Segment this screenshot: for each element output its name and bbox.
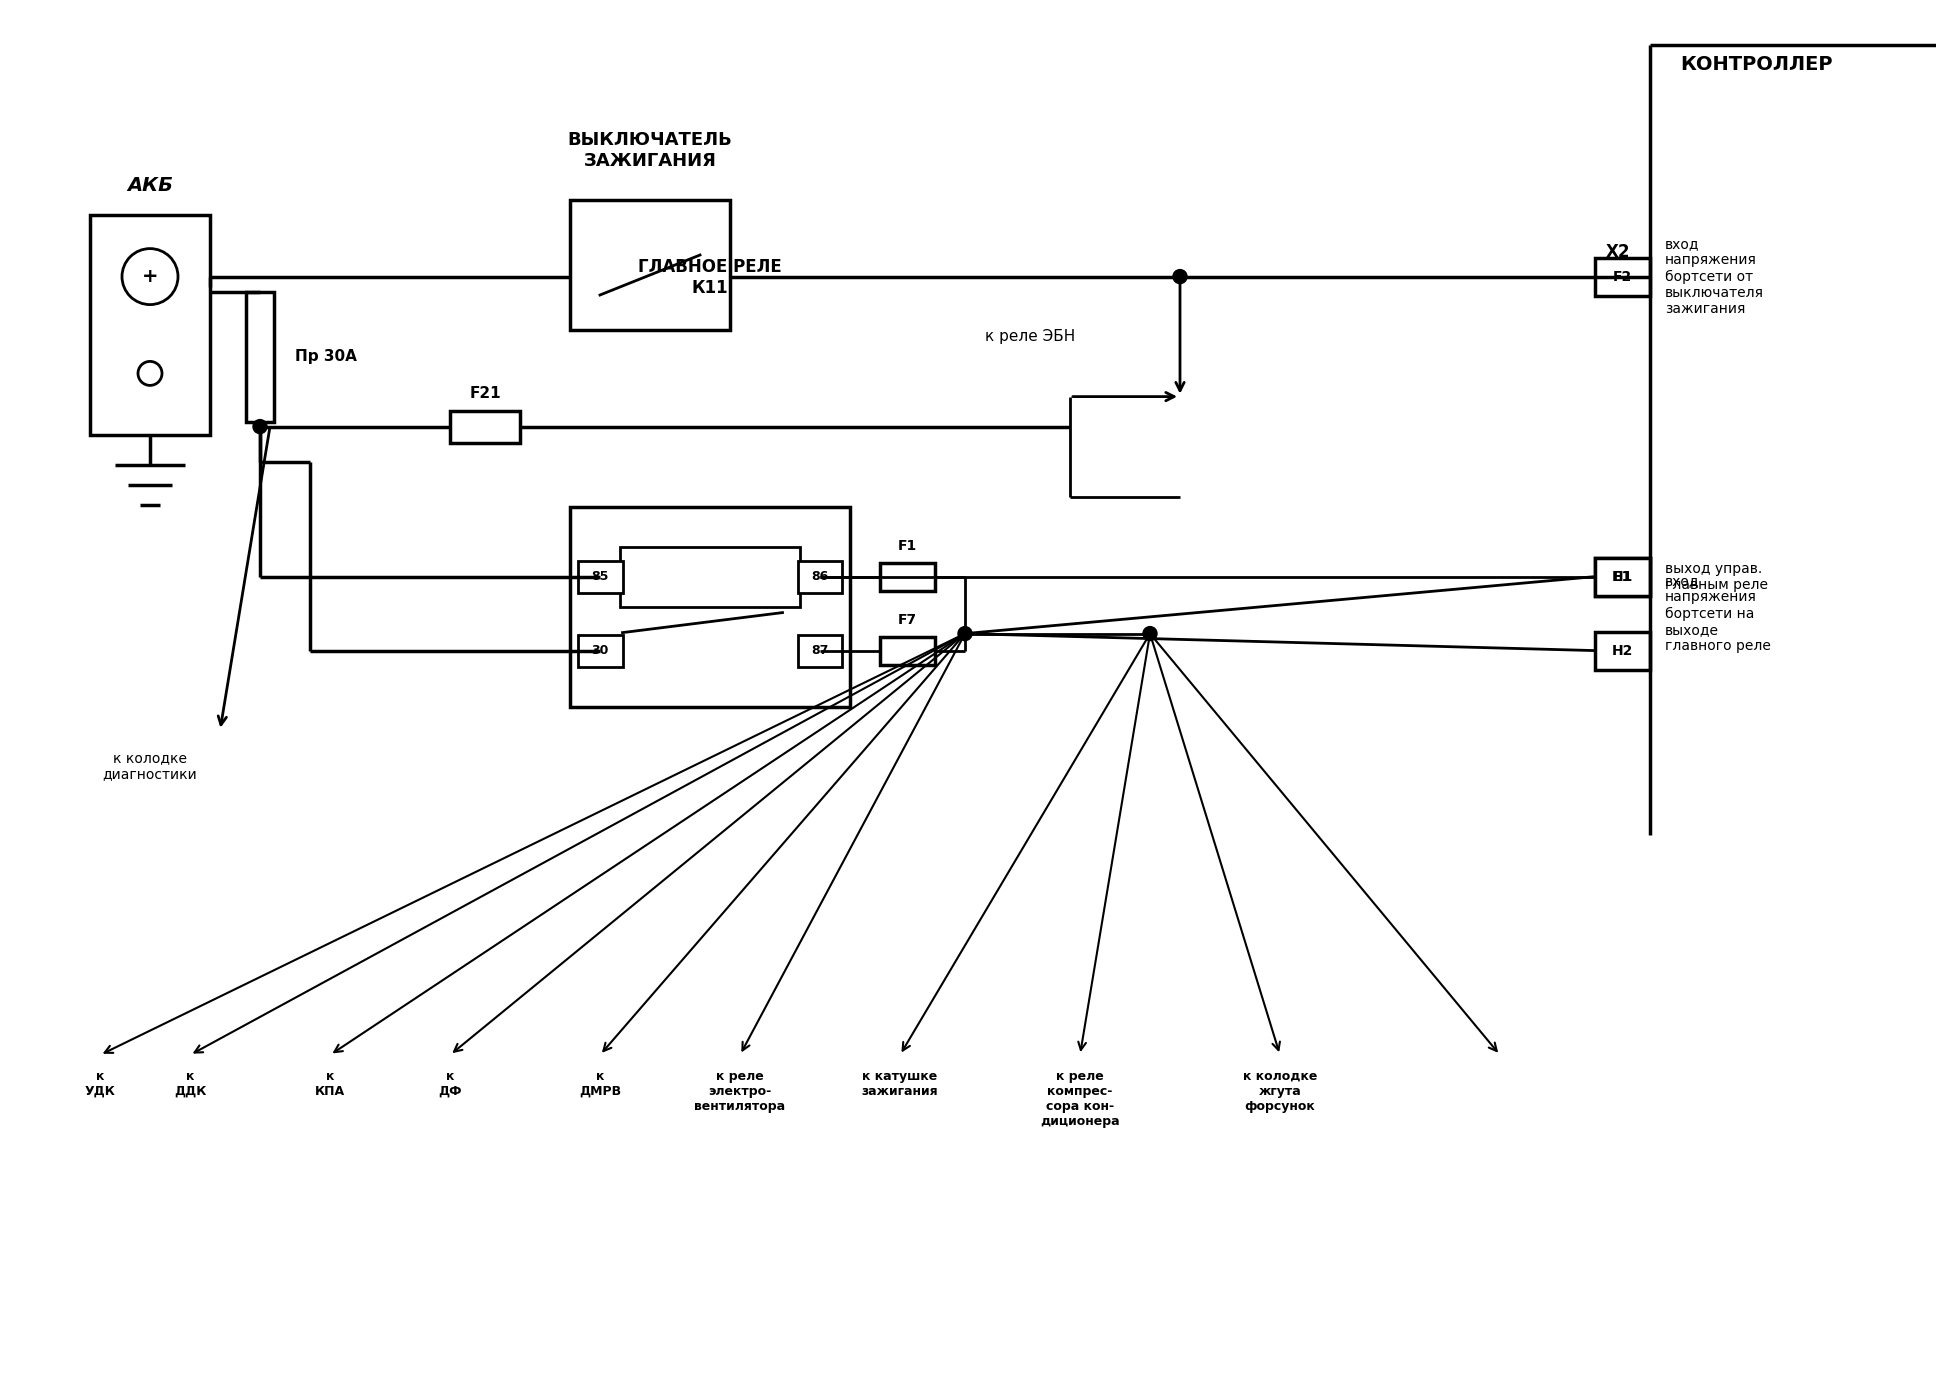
Text: к реле ЭБН: к реле ЭБН <box>985 330 1074 343</box>
Bar <box>577 634 623 666</box>
Bar <box>798 634 842 666</box>
Text: 86: 86 <box>811 571 829 583</box>
Bar <box>569 507 850 706</box>
Bar <box>569 199 730 330</box>
Circle shape <box>958 626 972 641</box>
Text: F2: F2 <box>1613 270 1632 284</box>
Text: вход
напряжения
бортсети на
выходе
главного реле: вход напряжения бортсети на выходе главн… <box>1665 575 1771 654</box>
Text: к колодке
жгута
форсунок: к колодке жгута форсунок <box>1243 1071 1316 1114</box>
Text: ВЫКЛЮЧАТЕЛЬ
ЗАЖИГАНИЯ: ВЫКЛЮЧАТЕЛЬ ЗАЖИГАНИЯ <box>567 132 732 170</box>
Text: H2: H2 <box>1613 644 1634 658</box>
Bar <box>620 547 800 607</box>
Text: F7: F7 <box>898 612 918 626</box>
Circle shape <box>1173 270 1187 284</box>
Text: E1: E1 <box>1613 569 1632 583</box>
Text: к реле
компрес-
сора кон-
диционера: к реле компрес- сора кон- диционера <box>1040 1071 1119 1127</box>
Text: +: + <box>141 267 159 287</box>
Text: ГЛАВНОЕ РЕЛЕ
К11: ГЛАВНОЕ РЕЛЕ К11 <box>639 258 782 296</box>
Text: к катушке
зажигания: к катушке зажигания <box>862 1071 939 1098</box>
Bar <box>881 637 935 665</box>
Circle shape <box>254 420 267 434</box>
Circle shape <box>1142 626 1158 641</box>
Text: к
КПА: к КПА <box>316 1071 345 1098</box>
Text: 30: 30 <box>590 644 608 656</box>
Bar <box>246 292 275 421</box>
Text: F21: F21 <box>469 385 501 400</box>
Text: 87: 87 <box>811 644 829 656</box>
Bar <box>89 215 209 435</box>
Bar <box>1595 258 1649 295</box>
Bar <box>881 562 935 590</box>
Bar <box>1595 558 1649 596</box>
Bar <box>1595 632 1649 669</box>
Text: к
ДФ: к ДФ <box>438 1071 463 1098</box>
Text: КОНТРОЛЛЕР: КОНТРОЛЛЕР <box>1680 55 1833 73</box>
Text: H1: H1 <box>1613 569 1634 583</box>
Text: Пр 30А: Пр 30А <box>294 349 356 364</box>
Text: 85: 85 <box>590 571 608 583</box>
Text: X2: X2 <box>1605 242 1630 260</box>
Text: АКБ: АКБ <box>128 176 172 195</box>
Text: к
УДК: к УДК <box>85 1071 116 1098</box>
Text: вход
напряжения
бортсети от
выключателя
зажигания: вход напряжения бортсети от выключателя … <box>1665 237 1764 316</box>
Text: к колодке
диагностики: к колодке диагностики <box>103 751 197 781</box>
Bar <box>449 410 521 443</box>
Text: к
ДДК: к ДДК <box>174 1071 207 1098</box>
Text: к реле
электро-
вентилятора: к реле электро- вентилятора <box>695 1071 786 1114</box>
Text: выход управ.
главным реле: выход управ. главным реле <box>1665 561 1768 591</box>
Text: к
ДМРВ: к ДМРВ <box>579 1071 621 1098</box>
Text: F1: F1 <box>898 539 918 553</box>
Bar <box>577 561 623 593</box>
Bar <box>1595 558 1649 596</box>
Bar <box>798 561 842 593</box>
